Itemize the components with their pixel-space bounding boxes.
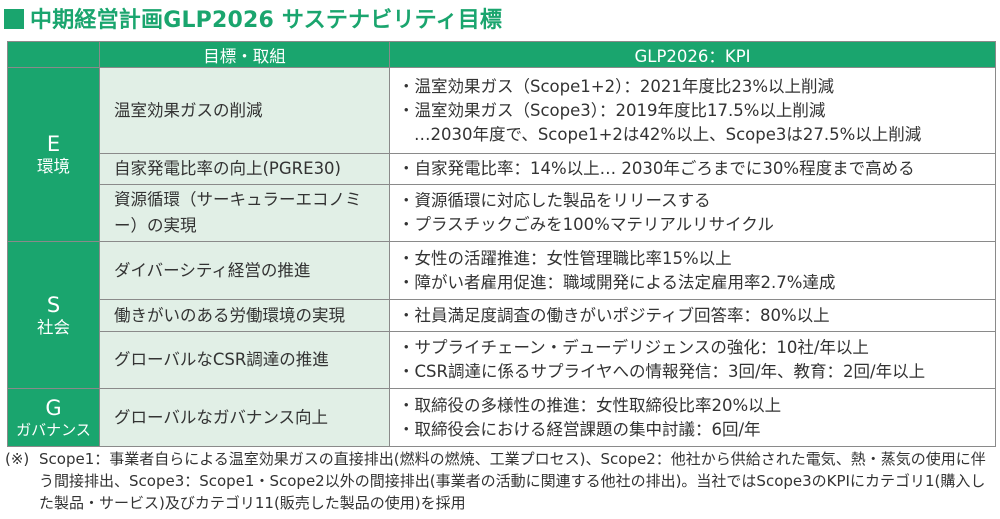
kpi-cell: ・資源循環に対応した製品をリリースする ・プラスチックごみを100%マテリアルリ… bbox=[389, 184, 996, 242]
header-goal: 目標・取組 bbox=[99, 41, 390, 68]
kpi-cell: ・女性の活躍推進：女性管理職比率15%以上 ・障がい者雇用促進：職域開発による法… bbox=[389, 241, 996, 300]
kpi-item: …2030年度で、Scope1+2は42%以上、Scope3は27.5%以上削減 bbox=[414, 124, 922, 144]
title-square-icon bbox=[4, 9, 24, 29]
header-kpi: GLP2026：KPI bbox=[389, 41, 996, 68]
footnote-mark: (※) bbox=[5, 450, 30, 468]
kpi-item: ・CSR調達に係るサプライヤへの情報発信：3回/年、教育：2回/年以上 bbox=[398, 362, 926, 381]
category-name: ガバナンス bbox=[16, 421, 91, 440]
kpi-cell: ・社員満足度調査の働きがいポジティブ回答率：80%以上 bbox=[389, 299, 996, 332]
kpi-item: ・障がい者雇用促進：職域開発による法定雇用率2.7%達成 bbox=[398, 272, 836, 292]
title-bar: 中期経営計画GLP2026 サステナビリティ目標 bbox=[4, 3, 502, 33]
kpi-cell: ・サプライチェーン・デューデリジェンスの強化：10社/年以上 ・CSR調達に係る… bbox=[389, 331, 996, 389]
goal-cell: ダイバーシティ経営の推進 bbox=[99, 241, 390, 300]
kpi-item: ・社員満足度調査の働きがいポジティブ回答率：80%以上 bbox=[398, 305, 830, 325]
category-name: 環境 bbox=[37, 157, 70, 177]
category-letter: E bbox=[46, 132, 61, 157]
kpi-table: 目標・取組 GLP2026：KPI E 環境 温室効果ガスの削減 ・温室効果ガス… bbox=[7, 41, 996, 447]
kpi-item: ・自家発電比率：14%以上… 2030年ごろまでに30%程度まで高める bbox=[398, 159, 915, 178]
table-row: 自家発電比率の向上(PGRE30) ・自家発電比率：14%以上… 2030年ごろ… bbox=[8, 153, 996, 185]
kpi-item: ・取締役の多様性の推進：女性取締役比率20%以上 bbox=[398, 395, 782, 415]
goal-cell: 働きがいのある労働環境の実現 bbox=[99, 299, 390, 332]
table-row: 働きがいのある労働環境の実現 ・社員満足度調査の働きがいポジティブ回答率：80%… bbox=[8, 299, 996, 332]
goal-cell: グローバルなガバナンス向上 bbox=[99, 388, 390, 447]
table-row: グローバルなCSR調達の推進 ・サプライチェーン・デューデリジェンスの強化：10… bbox=[8, 331, 996, 389]
table-row: E 環境 温室効果ガスの削減 ・温室効果ガス（Scope1+2）：2021年度比… bbox=[7, 67, 996, 242]
category-name: 社会 bbox=[37, 317, 70, 337]
category-letter: S bbox=[46, 292, 61, 317]
kpi-item: ・プラスチックごみを100%マテリアルリサイクル bbox=[398, 215, 774, 234]
footnote-text: Scope1：事業者自らによる温室効果ガスの直接排出(燃料の燃焼、工業プロセス)… bbox=[39, 450, 986, 512]
kpi-item: ・資源循環に対応した製品をリリースする bbox=[398, 191, 711, 210]
table-row: G ガバナンス グローバルなガバナンス向上 ・取締役の多様性の推進：女性取締役比… bbox=[7, 388, 996, 447]
kpi-item: ・サプライチェーン・デューデリジェンスの強化：10社/年以上 bbox=[398, 338, 869, 357]
category-e: E 環境 bbox=[7, 67, 100, 242]
kpi-item: ・温室効果ガス（Scope3）：2019年度比17.5%以上削減 bbox=[398, 100, 826, 120]
table-row: S 社会 ダイバーシティ経営の推進 ・女性の活躍推進：女性管理職比率15%以上 … bbox=[7, 241, 996, 389]
kpi-item: ・温室効果ガス（Scope1+2）：2021年度比23%以上削減 bbox=[398, 76, 835, 96]
kpi-item: ・取締役会における経営課題の集中討議：6回/年 bbox=[398, 419, 761, 439]
goal-cell: グローバルなCSR調達の推進 bbox=[99, 331, 390, 389]
header-blank-cell bbox=[7, 41, 100, 68]
kpi-cell: ・自家発電比率：14%以上… 2030年ごろまでに30%程度まで高める bbox=[389, 153, 996, 185]
category-letter: G bbox=[45, 396, 62, 420]
page-title: 中期経営計画GLP2026 サステナビリティ目標 bbox=[30, 8, 503, 33]
table-header-row: 目標・取組 GLP2026：KPI bbox=[7, 41, 996, 68]
kpi-item: ・女性の活躍推進：女性管理職比率15%以上 bbox=[398, 248, 732, 268]
category-g: G ガバナンス bbox=[7, 388, 100, 447]
goal-cell: 温室効果ガスの削減 bbox=[99, 67, 390, 154]
footnote: (※) Scope1：事業者自らによる温室効果ガスの直接排出(燃料の燃焼、工業プ… bbox=[5, 448, 997, 514]
table-row: 資源循環（サーキュラーエコノミー）の実現 ・資源循環に対応した製品をリリースする… bbox=[8, 184, 996, 242]
goal-cell: 自家発電比率の向上(PGRE30) bbox=[99, 153, 390, 185]
category-s: S 社会 bbox=[7, 241, 100, 389]
kpi-cell: ・取締役の多様性の推進：女性取締役比率20%以上 ・取締役会における経営課題の集… bbox=[389, 388, 996, 447]
kpi-cell: ・温室効果ガス（Scope1+2）：2021年度比23%以上削減 ・温室効果ガス… bbox=[389, 67, 996, 154]
goal-cell: 資源循環（サーキュラーエコノミー）の実現 bbox=[99, 184, 390, 242]
